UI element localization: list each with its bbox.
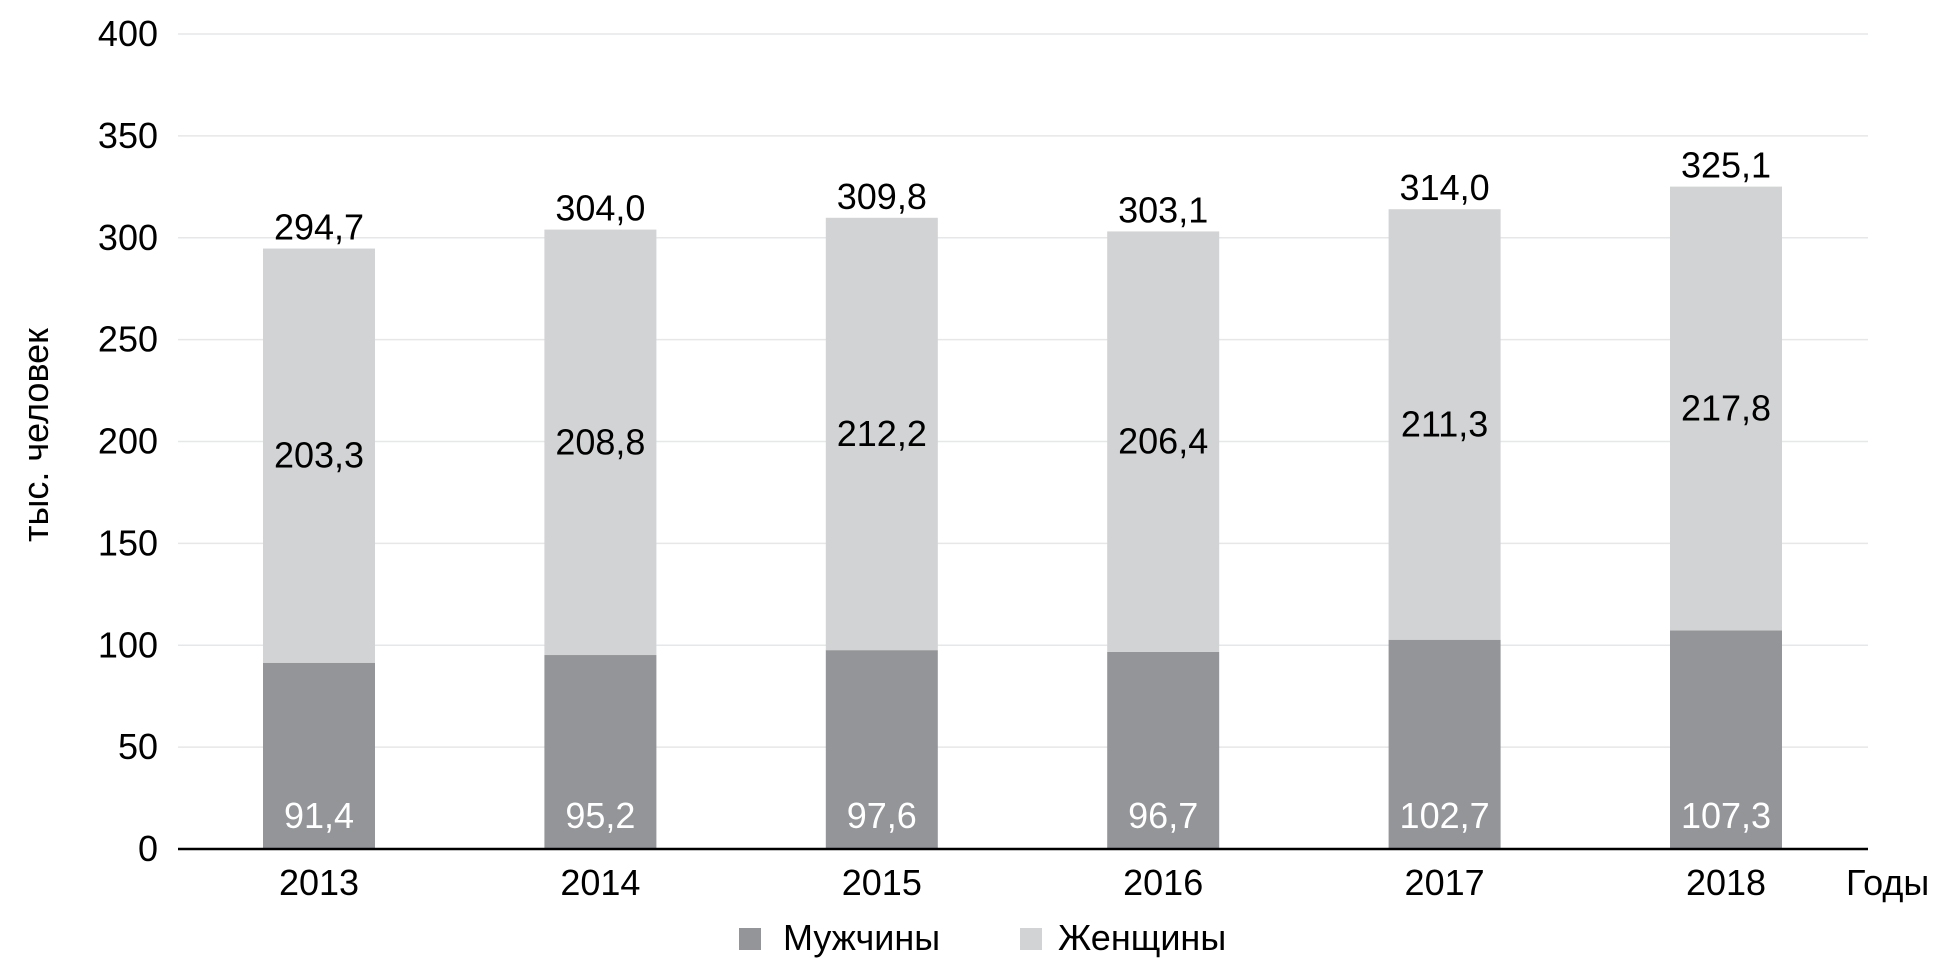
y-axis-ticks: 0 50 100 150 200 250 300 350 400	[98, 13, 158, 869]
bar-women-2017	[1388, 209, 1501, 640]
bar-women-2014	[544, 229, 657, 656]
x-tick-label: 2013	[279, 862, 359, 903]
x-tick-label: 2014	[560, 862, 640, 903]
y-tick-label: 100	[98, 624, 158, 665]
segment-value-label: 107,3	[1681, 795, 1771, 836]
segment-value-label: 217,8	[1681, 387, 1771, 428]
legend-swatch-men	[739, 928, 761, 950]
total-value-label: 294,7	[274, 207, 364, 248]
bar-women-2016	[1107, 231, 1220, 652]
bar-men-2014	[544, 655, 657, 849]
total-value-label: 314,0	[1400, 167, 1490, 208]
bar-women-2013	[263, 248, 375, 663]
total-value-label: 304,0	[555, 188, 645, 229]
bar-men-2016	[1107, 651, 1220, 849]
total-value-label: 303,1	[1118, 189, 1208, 230]
bar-men-2015	[825, 650, 938, 849]
bar-men-2018	[1670, 630, 1782, 849]
segment-value-label: 206,4	[1118, 421, 1208, 462]
bar-men-2013	[263, 662, 375, 849]
segment-value-label: 91,4	[284, 795, 354, 836]
x-tick-label: 2016	[1123, 862, 1203, 903]
bar-women-2015	[825, 217, 938, 651]
segment-value-label: 208,8	[555, 421, 645, 462]
bars	[263, 186, 1782, 849]
data-labels: 91,4 203,3 294,7 95,2 208,8 304,0 97,6 212,2 309…	[274, 145, 1771, 836]
legend-swatch-women	[1020, 928, 1042, 950]
y-tick-label: 150	[98, 522, 158, 563]
segment-value-label: 211,3	[1401, 403, 1488, 444]
x-axis-title: Годы	[1846, 862, 1929, 903]
bar-women-2018	[1670, 186, 1782, 631]
y-tick-label: 400	[98, 13, 158, 54]
x-tick-label: 2018	[1686, 862, 1766, 903]
y-axis-title: тыс. человек	[15, 328, 56, 542]
y-tick-label: 300	[98, 217, 158, 258]
segment-value-label: 96,7	[1128, 795, 1198, 836]
total-value-label: 325,1	[1681, 145, 1771, 186]
bar-men-2017	[1388, 639, 1501, 849]
y-tick-label: 250	[98, 319, 158, 360]
legend: Мужчины Женщины	[739, 917, 1226, 958]
y-tick-label: 50	[118, 726, 158, 767]
grid-lines	[178, 33, 1868, 748]
legend-label-women: Женщины	[1058, 917, 1226, 958]
y-tick-label: 350	[98, 115, 158, 156]
segment-value-label: 97,6	[847, 795, 917, 836]
segment-value-label: 102,7	[1400, 795, 1490, 836]
segment-value-label: 212,2	[837, 413, 927, 454]
x-tick-label: 2015	[842, 862, 922, 903]
y-tick-label: 0	[138, 828, 158, 869]
x-axis-ticks: 2013 2014 2015 2016 2017 2018	[279, 862, 1766, 903]
segment-value-label: 203,3	[274, 435, 364, 476]
y-tick-label: 200	[98, 421, 158, 462]
segment-value-label: 95,2	[565, 795, 635, 836]
total-value-label: 309,8	[837, 176, 927, 217]
legend-label-men: Мужчины	[783, 917, 940, 958]
x-tick-label: 2017	[1405, 862, 1485, 903]
